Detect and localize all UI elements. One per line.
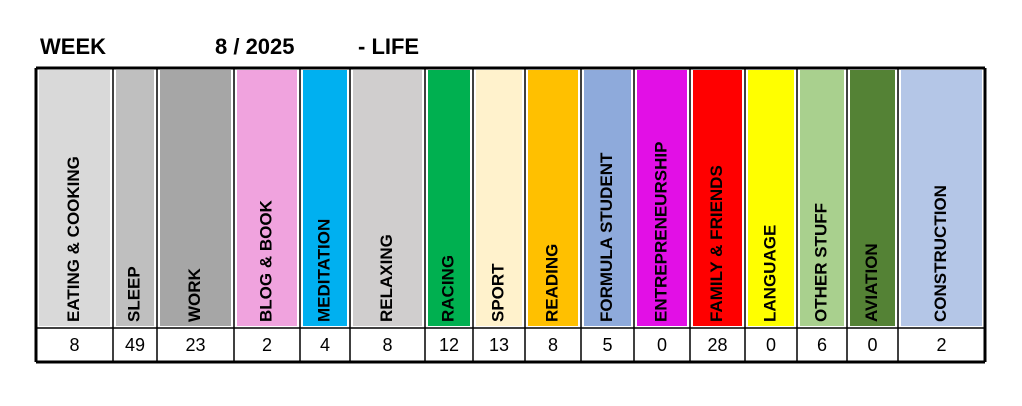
header-label: FORMULA STUDENT [597,152,616,322]
header-label: WORK [185,267,204,322]
week-number: 8 / 2025 [215,34,295,59]
cell-value: 2 [936,335,946,355]
header-cell [850,70,895,326]
cell-value: 49 [125,335,145,355]
cell-value: 0 [657,335,667,355]
header-cell [584,70,631,326]
section-title: - LIFE [358,34,419,59]
header-cell [800,70,844,326]
cell-value: 8 [548,335,558,355]
header-cell [39,70,110,326]
cell-value: 8 [382,335,392,355]
header-label: SLEEP [124,266,143,322]
cell-value: 2 [262,335,272,355]
header-label: MEDITATION [314,219,333,322]
header-cell [116,70,154,326]
cell-value: 12 [439,335,459,355]
week-label: WEEK [40,34,106,59]
cell-value: 0 [766,335,776,355]
header-label: AVIATION [862,243,881,322]
cell-value: 4 [320,335,330,355]
cell-value: 5 [602,335,612,355]
cell-value: 8 [69,335,79,355]
header-label: RELAXING [377,234,396,322]
header-label: LANGUAGE [760,225,779,322]
header-label: ENTREPRENEURSHIP [651,142,670,322]
header-cell [748,70,794,326]
header-cell [428,70,470,326]
header-label: FAMILY & FRIENDS [707,165,726,322]
cell-value: 13 [489,335,509,355]
header-cell [693,70,742,326]
header-cell [237,70,297,326]
header-label: READING [542,244,561,322]
header-cell [637,70,687,326]
header-label: CONSTRUCTION [931,185,950,322]
cell-value: 28 [707,335,727,355]
cell-value: 23 [185,335,205,355]
header-cell [160,70,231,326]
header-cell [476,70,522,326]
header-label: OTHER STUFF [811,203,830,322]
header-label: RACING [438,255,457,322]
header-cell [901,70,982,326]
header-cell [353,70,422,326]
header-label: EATING & COOKING [64,156,83,322]
header-cell [303,70,347,326]
cell-value: 0 [867,335,877,355]
header-label: BLOG & BOOK [256,199,275,322]
header-label: SPORT [488,263,507,322]
header-cell [528,70,578,326]
cell-value: 6 [817,335,827,355]
